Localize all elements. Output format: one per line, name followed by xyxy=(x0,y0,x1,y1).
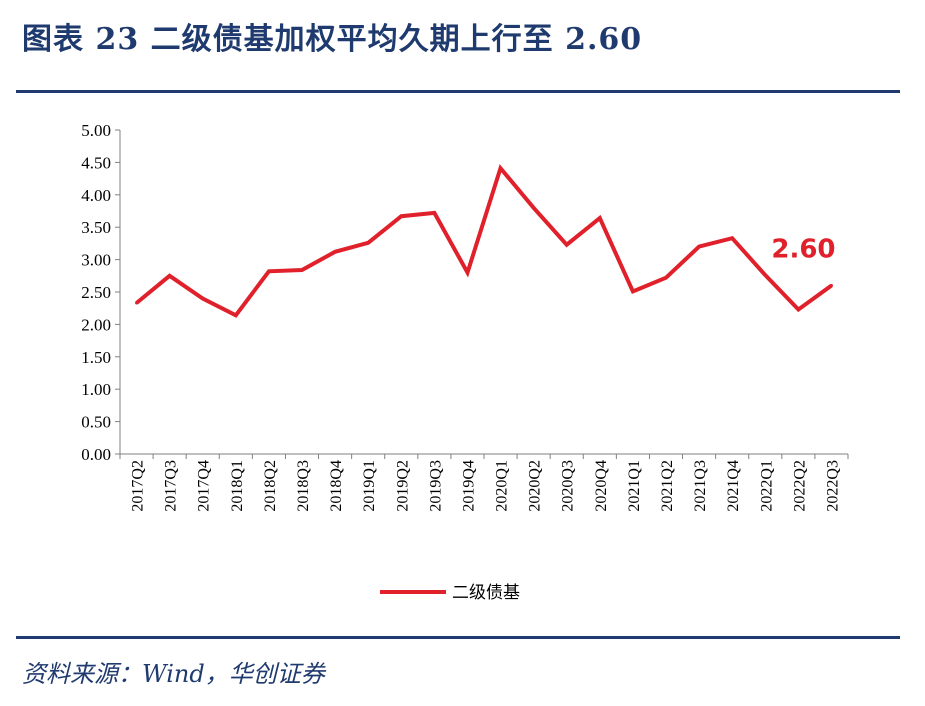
y-tick-label: 2.50 xyxy=(81,283,111,302)
data-point xyxy=(829,284,833,288)
data-point xyxy=(532,206,536,210)
bottom-divider xyxy=(16,636,900,639)
x-tick-label: 2019Q3 xyxy=(427,460,444,512)
x-tick-label: 2021Q2 xyxy=(659,460,676,512)
data-point xyxy=(300,268,304,272)
x-tick-label: 2022Q3 xyxy=(824,460,841,512)
x-tick-label: 2017Q3 xyxy=(163,460,180,512)
x-tick-label: 2021Q3 xyxy=(692,460,709,512)
data-point xyxy=(201,296,205,300)
data-point xyxy=(267,269,271,273)
x-tick-label: 2019Q1 xyxy=(361,460,378,512)
data-point xyxy=(499,166,503,170)
source-note: 资料来源：Wind，华创证券 xyxy=(22,660,325,688)
data-point xyxy=(730,236,734,240)
data-point xyxy=(399,214,403,218)
x-tick-label: 2020Q1 xyxy=(494,460,511,512)
y-tick-label: 1.00 xyxy=(81,380,111,399)
data-point xyxy=(796,307,800,311)
x-tick-label: 2020Q4 xyxy=(593,460,610,512)
data-point xyxy=(598,216,602,220)
x-tick-label: 2021Q1 xyxy=(626,460,643,512)
data-point xyxy=(432,211,436,215)
x-tick-label: 2022Q1 xyxy=(758,460,775,512)
x-tick-label: 2018Q1 xyxy=(229,460,246,512)
y-tick-label: 5.00 xyxy=(81,121,111,140)
x-tick-label: 2020Q2 xyxy=(527,460,544,512)
y-tick-label: 1.50 xyxy=(81,348,111,367)
data-point xyxy=(135,301,139,305)
y-tick-label: 3.00 xyxy=(81,251,111,270)
data-point xyxy=(234,313,238,317)
data-point xyxy=(168,274,172,278)
data-point xyxy=(631,289,635,293)
data-point xyxy=(664,276,668,280)
legend-label: 二级债基 xyxy=(452,583,520,603)
x-tick-label: 2022Q2 xyxy=(791,460,808,512)
data-point xyxy=(565,243,569,247)
data-point xyxy=(366,241,370,245)
series-line xyxy=(135,164,833,318)
y-tick-label: 0.50 xyxy=(81,413,111,432)
x-tick-label: 2019Q4 xyxy=(460,460,477,512)
data-point xyxy=(465,271,469,275)
data-point xyxy=(763,273,767,277)
x-tick-label: 2017Q2 xyxy=(130,460,147,512)
y-tick-label: 2.00 xyxy=(81,315,111,334)
y-tick-label: 4.00 xyxy=(81,186,111,205)
y-tick-label: 4.50 xyxy=(81,153,111,172)
y-tick-label: 0.00 xyxy=(81,445,111,464)
data-point xyxy=(333,250,337,254)
x-tick-label: 2018Q3 xyxy=(295,460,312,512)
x-tick-label: 2019Q2 xyxy=(394,460,411,512)
last-value-annotation: 2.60 xyxy=(771,235,835,265)
x-tick-label: 2018Q2 xyxy=(262,460,279,512)
y-tick-label: 3.50 xyxy=(81,218,111,237)
chart-title: 图表 23 二级债基加权平均久期上行至 2.60 xyxy=(22,22,643,57)
x-tick-label: 2021Q4 xyxy=(725,460,742,512)
top-divider xyxy=(16,90,900,93)
x-tick-label: 2017Q4 xyxy=(196,460,213,512)
x-tick-label: 2018Q4 xyxy=(328,460,345,512)
x-tick-label: 2020Q3 xyxy=(560,460,577,512)
data-point xyxy=(697,245,701,249)
